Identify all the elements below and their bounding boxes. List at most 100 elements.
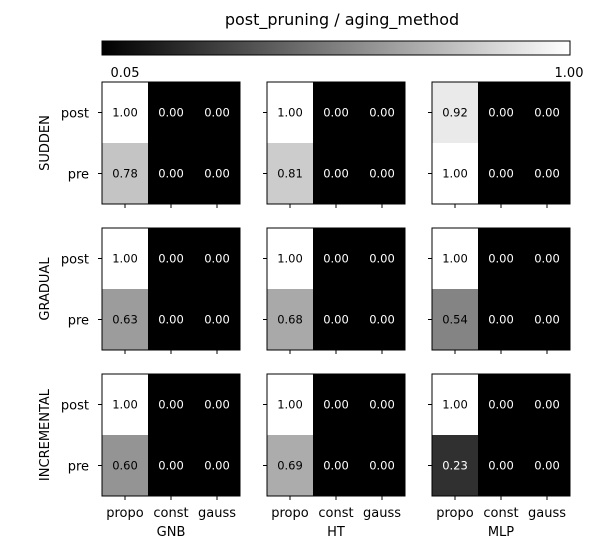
cell-value-label: 0.00 [369, 167, 395, 181]
column-label: GNB [157, 525, 186, 540]
x-tick-label: propo [106, 506, 144, 521]
x-tick-label: const [318, 506, 353, 521]
cell-value-label: 0.00 [488, 167, 514, 181]
heatmap-cell [432, 289, 478, 350]
cell-value-label: 0.23 [442, 459, 468, 473]
cell-value-label: 0.00 [158, 459, 184, 473]
chart-title: post_pruning / aging_method [225, 10, 459, 30]
x-tick-label: const [483, 506, 518, 521]
cell-value-label: 0.00 [323, 167, 349, 181]
heatmap-cell [359, 82, 405, 143]
cell-value-label: 1.00 [442, 398, 468, 412]
heatmap-cell [194, 289, 240, 350]
heatmap-cell [148, 82, 194, 143]
heatmap-cell [313, 435, 359, 496]
cell-value-label: 0.00 [204, 167, 230, 181]
heatmap-cell [148, 435, 194, 496]
cell-value-label: 1.00 [442, 167, 468, 181]
heatmap-cell [524, 374, 570, 435]
heatmap-cell [359, 374, 405, 435]
colorbar [101, 40, 571, 56]
heatmap-panel: 1.00 0.00 0.00 0.81 0.00 0.00 [263, 81, 406, 208]
heatmap-cell [194, 228, 240, 289]
cell-value-label: 0.00 [534, 459, 560, 473]
column-label: MLP [488, 525, 514, 540]
cell-value-label: 0.00 [158, 252, 184, 266]
cell-value-label: 1.00 [277, 106, 303, 120]
heatmap-cell [432, 82, 478, 143]
heatmap-cell [313, 143, 359, 204]
cell-value-label: 0.00 [369, 313, 395, 327]
heatmap-cell [359, 435, 405, 496]
x-tick-label: gauss [198, 506, 236, 521]
cell-value-label: 0.00 [488, 252, 514, 266]
heatmap-cell [267, 228, 313, 289]
heatmap-panel: 1.00 0.00 0.00 0.60 0.00 0.00 post pre propo cons… [38, 373, 241, 540]
x-tick-label: gauss [363, 506, 401, 521]
cell-value-label: 0.00 [534, 313, 560, 327]
cell-value-label: 0.00 [369, 252, 395, 266]
colorbar-min-label: 0.05 [111, 66, 140, 81]
heatmap-cell [524, 228, 570, 289]
heatmap-panel: 1.00 0.00 0.00 0.63 0.00 0.00 post pre GRADUAL [38, 227, 241, 354]
y-tick-label: pre [68, 168, 89, 183]
row-label: SUDDEN [38, 115, 53, 171]
heatmap-cell [313, 289, 359, 350]
heatmap-cell [148, 143, 194, 204]
row-label: GRADUAL [38, 257, 53, 321]
heatmap-cell [267, 143, 313, 204]
cell-value-label: 0.00 [369, 459, 395, 473]
heatmap-cell [102, 82, 148, 143]
cell-value-label: 1.00 [112, 106, 138, 120]
cell-value-label: 0.00 [158, 398, 184, 412]
heatmap-cell [478, 289, 524, 350]
cell-value-label: 0.00 [534, 398, 560, 412]
cell-value-label: 0.60 [112, 459, 138, 473]
heatmap-cell [267, 82, 313, 143]
heatmap-panels: 1.00 0.00 0.00 0.78 0.00 0.00 post pre SUDDEN 1.0… [38, 81, 571, 540]
cell-value-label: 0.00 [369, 398, 395, 412]
heatmap-cell [102, 435, 148, 496]
cell-value-label: 1.00 [277, 398, 303, 412]
column-label: HT [327, 525, 345, 540]
heatmap-panel: 1.00 0.00 0.00 0.69 0.00 0.00 propo const gauss H… [263, 373, 406, 540]
heatmap-cell [478, 435, 524, 496]
heatmap-panel: 1.00 0.00 0.00 0.23 0.00 0.00 propo const gauss M… [428, 373, 571, 540]
cell-value-label: 0.00 [534, 167, 560, 181]
y-tick-label: post [61, 107, 89, 122]
heatmap-cell [524, 82, 570, 143]
heatmap-cell [359, 289, 405, 350]
heatmap-cell [102, 228, 148, 289]
heatmap-panel: 1.00 0.00 0.00 0.68 0.00 0.00 [263, 227, 406, 354]
heatmap-cell [432, 435, 478, 496]
cell-value-label: 0.54 [442, 313, 468, 327]
cell-value-label: 0.00 [534, 106, 560, 120]
heatmap-cell [267, 289, 313, 350]
cell-value-label: 1.00 [442, 252, 468, 266]
heatmap-cell [102, 289, 148, 350]
cell-value-label: 0.00 [488, 459, 514, 473]
y-tick-label: pre [68, 314, 89, 329]
heatmap-cell [148, 374, 194, 435]
cell-value-label: 1.00 [112, 398, 138, 412]
cell-value-label: 0.00 [204, 252, 230, 266]
heatmap-cell [524, 143, 570, 204]
heatmap-panel: 1.00 0.00 0.00 0.78 0.00 0.00 post pre SUDDEN [38, 81, 241, 208]
colorbar-max-label: 1.00 [555, 66, 584, 81]
heatmap-cell [148, 289, 194, 350]
cell-value-label: 0.00 [204, 313, 230, 327]
heatmap-cell [359, 143, 405, 204]
x-tick-label: gauss [528, 506, 566, 521]
cell-value-label: 0.00 [323, 398, 349, 412]
heatmap-cell [432, 143, 478, 204]
cell-value-label: 0.00 [323, 313, 349, 327]
y-tick-label: pre [68, 460, 89, 475]
cell-value-label: 0.00 [488, 398, 514, 412]
heatmap-cell [313, 82, 359, 143]
cell-value-label: 0.78 [112, 167, 138, 181]
cell-value-label: 0.00 [323, 459, 349, 473]
cell-value-label: 0.92 [442, 106, 468, 120]
cell-value-label: 1.00 [277, 252, 303, 266]
heatmap-cell [267, 435, 313, 496]
